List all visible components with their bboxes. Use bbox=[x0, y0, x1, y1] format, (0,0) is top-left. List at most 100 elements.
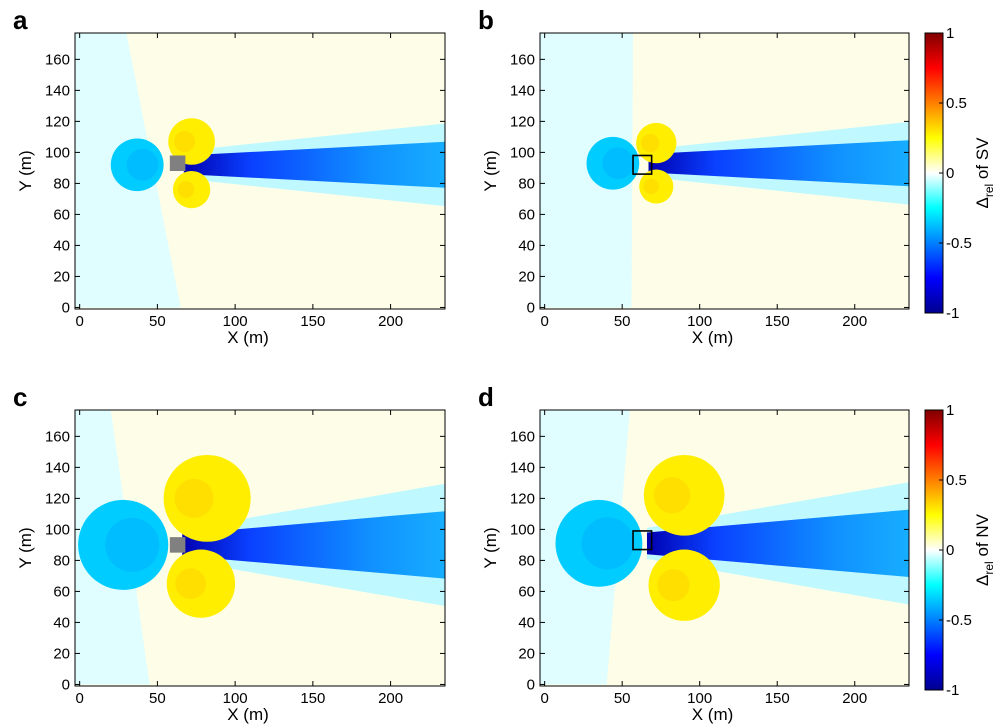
obstacle-marker bbox=[169, 155, 186, 171]
obstacle-marker bbox=[169, 537, 186, 553]
obstacle-outline bbox=[632, 530, 653, 551]
y-axis-label: Y (m) bbox=[16, 527, 35, 568]
y-tick-label: 120 bbox=[510, 113, 535, 130]
panel-label: d bbox=[478, 382, 494, 412]
colorbar-tick-label: 0 bbox=[946, 542, 954, 559]
x-tick-label: 50 bbox=[614, 313, 631, 330]
x-axis-label: X (m) bbox=[692, 328, 734, 347]
y-tick-label: 0 bbox=[62, 299, 70, 316]
y-tick-label: 80 bbox=[53, 175, 70, 192]
y-tick-label: 100 bbox=[45, 521, 70, 538]
y-tick-label: 60 bbox=[518, 583, 535, 600]
y-axis-label: Y (m) bbox=[481, 527, 500, 568]
panel-c: 0 50 100 150 200 0 20 40 60 80 100 120 140 160 X (m) Y … bbox=[13, 382, 446, 724]
panel-a: 0 50 100 150 200 0 20 40 60 80 100 120 140 160 X (m) Y … bbox=[13, 5, 446, 347]
positive-lobe-core bbox=[174, 478, 214, 518]
y-tick-label: 160 bbox=[45, 51, 70, 68]
y-tick-label: 0 bbox=[62, 676, 70, 693]
wake-core bbox=[182, 511, 445, 579]
wake-core bbox=[183, 141, 445, 188]
x-tick-label: 100 bbox=[223, 313, 248, 330]
colorbar-tick-label: 1 bbox=[946, 402, 954, 419]
axes-frame bbox=[539, 409, 910, 687]
axes-frame bbox=[74, 409, 446, 687]
colorbar-tick-label: 0.5 bbox=[946, 472, 967, 489]
x-tick-label: 0 bbox=[75, 313, 83, 330]
y-tick-label: 60 bbox=[53, 583, 70, 600]
panel-b: 0 50 100 150 200 0 20 40 60 80 100 120 140 160 X (m) Y … bbox=[478, 5, 996, 347]
y-tick-label: 100 bbox=[510, 144, 535, 161]
positive-lobe-core bbox=[641, 134, 660, 153]
colorbar-tick-label: -0.5 bbox=[946, 235, 972, 252]
x-tick-label: 200 bbox=[842, 313, 867, 330]
axes-frame bbox=[74, 32, 446, 310]
upstream-blob-core bbox=[126, 148, 159, 181]
x-tick-label: 150 bbox=[765, 313, 790, 330]
y-tick-label: 140 bbox=[45, 459, 70, 476]
x-tick-label: 150 bbox=[765, 690, 790, 707]
x-tick-label: 50 bbox=[614, 690, 631, 707]
panel-label: c bbox=[13, 382, 27, 412]
y-tick-label: 20 bbox=[53, 268, 70, 285]
y-tick-label: 100 bbox=[45, 144, 70, 161]
axes-frame bbox=[539, 32, 910, 310]
x-tick-label: 0 bbox=[540, 690, 548, 707]
upstream-blob-core bbox=[105, 517, 160, 572]
colorbar-tick-label: 0.5 bbox=[946, 95, 967, 112]
x-tick-label: 50 bbox=[149, 313, 166, 330]
wake-core bbox=[646, 509, 909, 578]
heatmap-field bbox=[75, 410, 445, 686]
panel-label: a bbox=[13, 5, 28, 35]
positive-lobe-core bbox=[174, 131, 196, 153]
obstacle-outline bbox=[632, 154, 653, 175]
y-tick-label: 140 bbox=[45, 82, 70, 99]
colorbar-tick-label: 1 bbox=[946, 25, 954, 42]
x-tick-label: 200 bbox=[378, 313, 403, 330]
colorbar: -1 -0.5 0 0.5 1 Δrel of SV bbox=[924, 25, 996, 322]
y-axis-label: Y (m) bbox=[16, 150, 35, 191]
y-tick-label: 0 bbox=[527, 299, 535, 316]
x-tick-label: 100 bbox=[223, 690, 248, 707]
upstream-blob-core bbox=[602, 147, 634, 180]
y-tick-label: 160 bbox=[510, 51, 535, 68]
wake-core bbox=[648, 140, 909, 187]
y-tick-label: 80 bbox=[518, 552, 535, 569]
x-tick-label: 0 bbox=[540, 313, 548, 330]
y-tick-label: 40 bbox=[518, 237, 535, 254]
y-tick-label: 20 bbox=[518, 645, 535, 662]
y-tick-label: 100 bbox=[510, 521, 535, 538]
x-axis-label: X (m) bbox=[227, 705, 269, 724]
y-tick-label: 160 bbox=[45, 428, 70, 445]
positive-lobe-core bbox=[653, 477, 691, 514]
y-tick-label: 40 bbox=[518, 614, 535, 631]
x-tick-label: 200 bbox=[378, 690, 403, 707]
x-tick-label: 200 bbox=[842, 690, 867, 707]
x-tick-label: 150 bbox=[300, 690, 325, 707]
colorbar-label: Δrel of NV bbox=[973, 513, 996, 586]
y-tick-label: 120 bbox=[45, 113, 70, 130]
x-tick-label: 150 bbox=[300, 313, 325, 330]
y-tick-label: 120 bbox=[45, 490, 70, 507]
positive-lobe-core bbox=[175, 568, 207, 600]
y-tick-label: 140 bbox=[510, 459, 535, 476]
x-tick-label: 0 bbox=[75, 690, 83, 707]
y-tick-label: 40 bbox=[53, 614, 70, 631]
y-tick-label: 160 bbox=[510, 428, 535, 445]
upstream-blob-core bbox=[581, 517, 634, 570]
x-tick-label: 100 bbox=[687, 690, 712, 707]
y-tick-label: 120 bbox=[510, 490, 535, 507]
heatmap-field bbox=[75, 33, 445, 309]
positive-lobe-core bbox=[643, 178, 659, 195]
y-axis-label: Y (m) bbox=[481, 150, 500, 191]
x-tick-label: 100 bbox=[687, 313, 712, 330]
colorbar-tick-label: -1 bbox=[946, 305, 959, 322]
background-negative-region bbox=[540, 33, 634, 308]
heatmap-field bbox=[540, 410, 909, 686]
panel-label: b bbox=[478, 5, 494, 35]
colorbar-tick-label: -1 bbox=[946, 682, 959, 699]
y-tick-label: 60 bbox=[518, 206, 535, 223]
colorbar-tick-label: 0 bbox=[946, 165, 954, 182]
y-tick-label: 80 bbox=[518, 175, 535, 192]
colorbar: -1 -0.5 0 0.5 1 Δrel of NV bbox=[924, 402, 996, 699]
